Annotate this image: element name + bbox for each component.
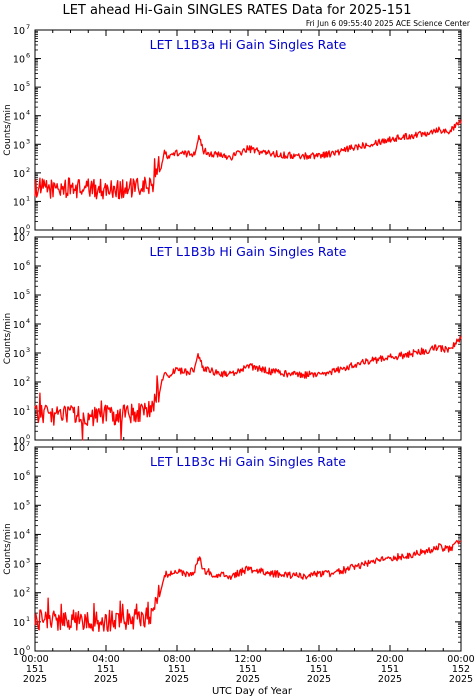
chart-title: LET ahead Hi-Gain SINGLES RATES Data for… — [62, 3, 411, 18]
x-tick-time: 12:00 — [234, 654, 261, 665]
y-tick-label: 10 — [13, 197, 25, 208]
y-tick-exponent: 4 — [26, 317, 30, 325]
y-tick-label: 10 — [13, 349, 25, 360]
y-tick-exponent: 6 — [26, 469, 30, 477]
x-tick-doy: 151 — [97, 664, 115, 675]
series-line — [34, 335, 462, 441]
y-tick-label: 10 — [13, 26, 25, 37]
y-tick-exponent: 0 — [26, 433, 30, 441]
timestamp: Fri Jun 6 09:55:40 2025 ACE Science Cent… — [306, 19, 471, 28]
y-tick-label: 10 — [13, 472, 25, 483]
y-tick-label: 10 — [13, 589, 25, 600]
y-tick-label: 10 — [13, 233, 25, 244]
y-tick-label: 10 — [13, 140, 25, 151]
y-tick-exponent: 3 — [26, 557, 30, 565]
y-tick-label: 10 — [13, 501, 25, 512]
plot-frame — [34, 446, 462, 652]
y-tick-label: 10 — [13, 83, 25, 94]
x-tick-year: 2025 — [307, 674, 331, 685]
y-tick-exponent: 3 — [26, 346, 30, 354]
x-tick-doy: 151 — [381, 664, 399, 675]
y-tick-exponent: 7 — [26, 23, 30, 31]
x-tick-year: 2025 — [449, 674, 473, 685]
y-tick-exponent: 6 — [26, 259, 30, 267]
y-tick-label: 10 — [13, 618, 25, 629]
x-tick-time: 00:00 — [447, 654, 474, 665]
panel-title: LET L1B3b Hi Gain Singles Rate — [150, 244, 347, 259]
x-tick-doy: 151 — [310, 664, 328, 675]
x-tick-time: 16:00 — [305, 654, 332, 665]
y-tick-exponent: 5 — [26, 80, 30, 88]
y-tick-label: 10 — [13, 560, 25, 571]
x-tick-doy: 151 — [239, 664, 257, 675]
x-tick-time: 20:00 — [376, 654, 403, 665]
y-tick-exponent: 3 — [26, 137, 30, 145]
x-tick-year: 2025 — [236, 674, 260, 685]
y-tick-exponent: 2 — [26, 375, 30, 383]
x-tick-year: 2025 — [378, 674, 402, 685]
y-tick-exponent: 5 — [26, 498, 30, 506]
y-tick-exponent: 1 — [26, 404, 30, 412]
y-tick-exponent: 1 — [26, 194, 30, 202]
x-axis-labels: 00:00151202504:00151202508:00151202512:0… — [21, 654, 474, 685]
y-tick-label: 10 — [13, 55, 25, 66]
x-axis-label: UTC Day of Year — [212, 686, 293, 697]
y-tick-exponent: 1 — [26, 615, 30, 623]
y-tick-exponent: 7 — [26, 230, 30, 238]
y-tick-label: 10 — [13, 320, 25, 331]
y-tick-label: 10 — [13, 647, 25, 658]
y-tick-exponent: 0 — [26, 644, 30, 652]
y-tick-label: 10 — [13, 436, 25, 447]
y-tick-exponent: 2 — [26, 586, 30, 594]
y-tick-label: 10 — [13, 378, 25, 389]
y-tick-label: 10 — [13, 443, 25, 454]
x-tick-year: 2025 — [94, 674, 118, 685]
x-tick-time: 00:00 — [21, 654, 48, 665]
y-tick-label: 10 — [13, 291, 25, 302]
x-tick-doy: 151 — [168, 664, 186, 675]
series-line — [34, 539, 462, 633]
series-line — [34, 119, 462, 200]
y-tick-exponent: 4 — [26, 109, 30, 117]
x-tick-year: 2025 — [165, 674, 189, 685]
plot-frame — [34, 29, 462, 231]
y-tick-label: 10 — [13, 169, 25, 180]
y-tick-label: 10 — [13, 262, 25, 273]
x-tick-time: 04:00 — [92, 654, 119, 665]
panel-title: LET L1B3a Hi Gain Singles Rate — [150, 37, 347, 52]
y-axis-label: Counts/min — [3, 104, 13, 155]
y-tick-label: 10 — [13, 530, 25, 541]
y-tick-exponent: 4 — [26, 527, 30, 535]
x-tick-doy: 152 — [452, 664, 470, 675]
x-tick-doy: 151 — [26, 664, 44, 675]
y-tick-label: 10 — [13, 226, 25, 237]
y-tick-exponent: 0 — [26, 223, 30, 231]
y-tick-label: 10 — [13, 407, 25, 418]
y-axis-label: Counts/min — [3, 313, 13, 364]
y-tick-exponent: 6 — [26, 52, 30, 60]
panel-title: LET L1B3c Hi Gain Singles Rate — [150, 454, 346, 469]
y-axis-label: Counts/min — [3, 523, 13, 574]
y-tick-exponent: 2 — [26, 166, 30, 174]
x-tick-time: 08:00 — [163, 654, 190, 665]
x-tick-year: 2025 — [23, 674, 47, 685]
y-tick-label: 10 — [13, 112, 25, 123]
y-tick-exponent: 7 — [26, 440, 30, 448]
y-tick-exponent: 5 — [26, 288, 30, 296]
